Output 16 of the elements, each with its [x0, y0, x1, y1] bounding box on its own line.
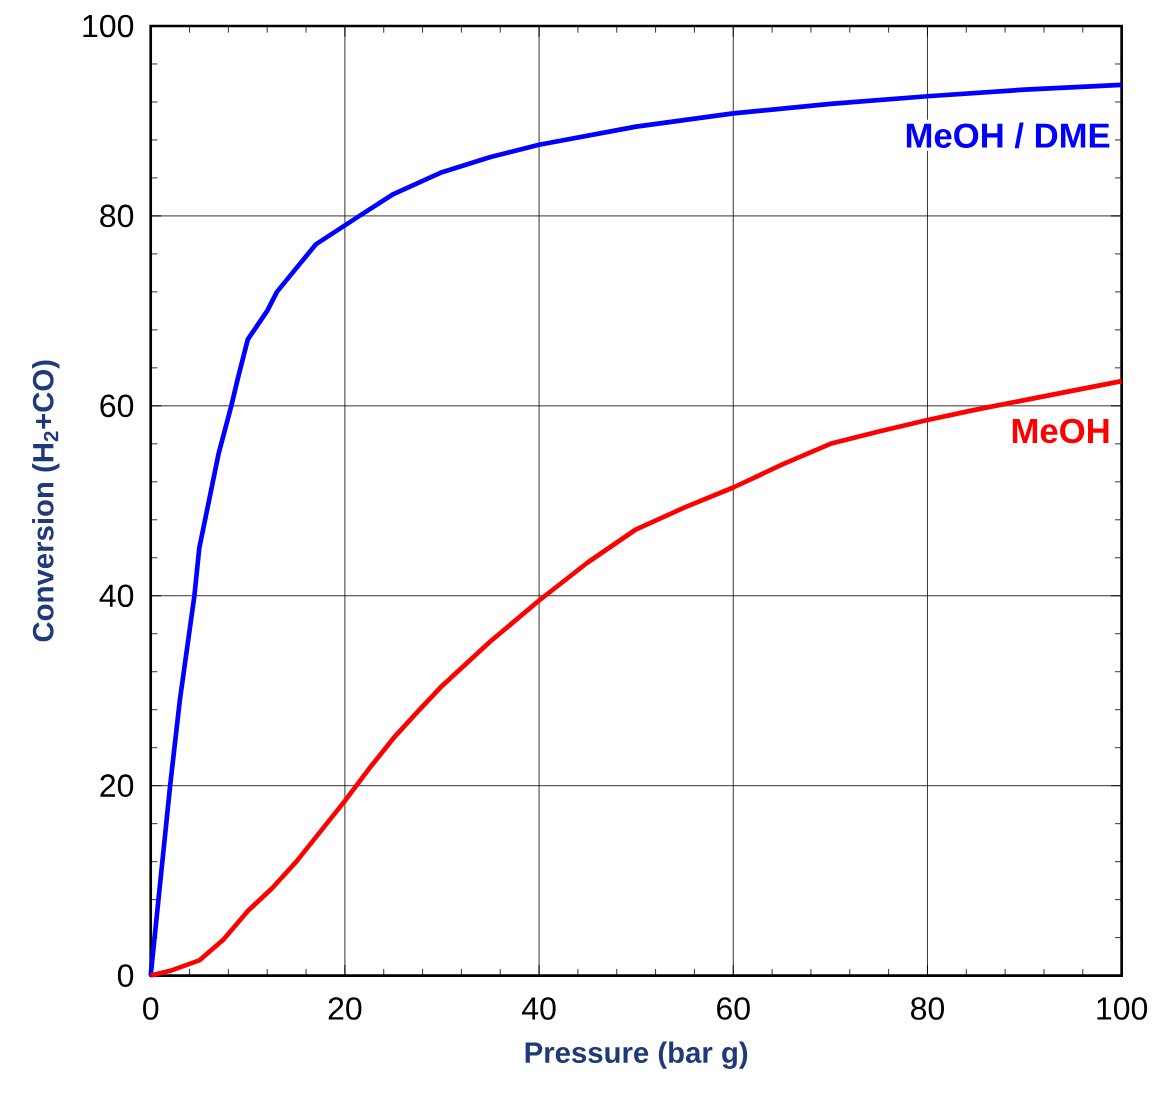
y-tick-label: 40: [99, 584, 134, 607]
x-tick-label: 80: [911, 997, 944, 1020]
x-tick-label: 100: [1097, 997, 1148, 1020]
y-tick-label: 20: [100, 774, 134, 797]
x-tick-label: 0: [143, 997, 159, 1020]
x-tick-label: 20: [328, 997, 362, 1020]
y-axis-title: Conversion (H$_{2}$+CO): [32, 360, 60, 642]
series-label: MeOH: [1012, 418, 1109, 444]
x-axis-title: Pressure (bar g): [525, 1041, 748, 1069]
y-tick-label: 80: [100, 204, 134, 228]
x-tick-label: 60: [717, 997, 750, 1020]
series-label: MeOH / DME: [906, 122, 1110, 149]
x-tick-label: 40: [522, 997, 556, 1020]
y-tick-label: 0: [117, 964, 134, 987]
y-tick-label: 60: [100, 394, 134, 418]
y-tick-label: 100: [83, 14, 134, 38]
